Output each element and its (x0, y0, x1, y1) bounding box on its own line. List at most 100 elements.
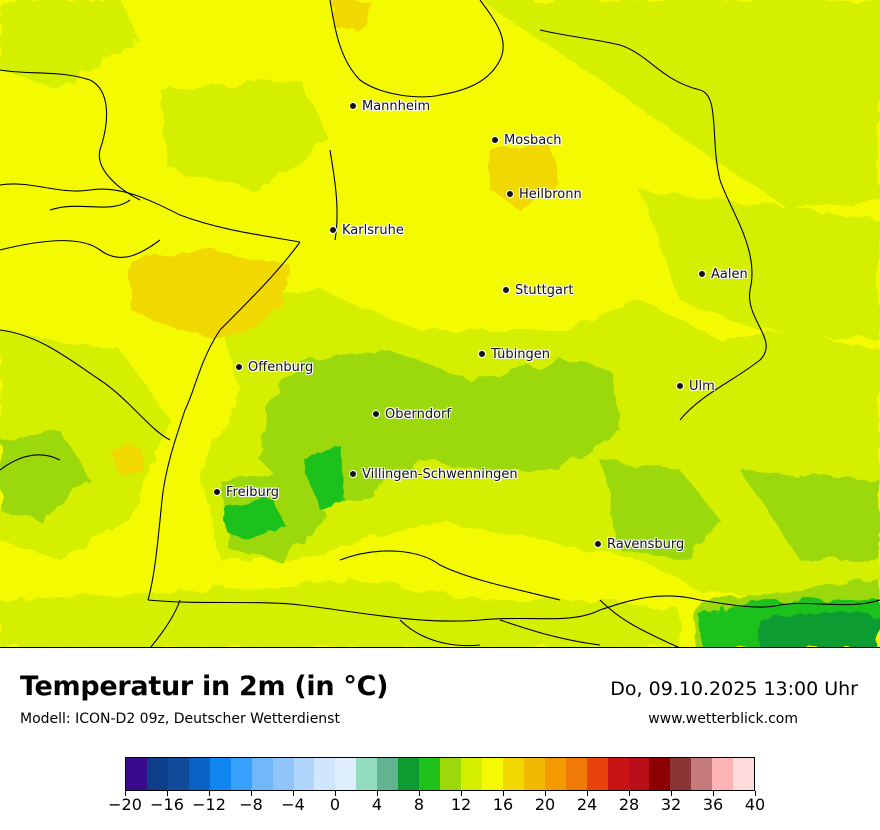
legend-swatch (293, 758, 315, 790)
city-label: Mannheim (362, 98, 431, 114)
legend-tick (754, 791, 756, 796)
legend-swatch (167, 758, 189, 790)
city-marker-icon (478, 350, 486, 358)
city-mosbach: Mosbach (491, 132, 562, 148)
city-marker-icon (594, 540, 602, 548)
legend-tick-label: 36 (702, 795, 724, 814)
legend-tick (544, 791, 546, 796)
legend-tick (334, 791, 336, 796)
legend-tick-label: 16 (492, 795, 514, 814)
city-ravensburg: Ravensburg (594, 536, 684, 552)
legend-tick-label: 12 (450, 795, 472, 814)
legend-swatch (440, 758, 461, 790)
legend-tick-label: 24 (576, 795, 598, 814)
city-label: Aalen (711, 266, 748, 282)
legend-swatch (712, 758, 734, 790)
city-marker-icon (676, 382, 684, 390)
legend-swatch (335, 758, 357, 790)
legend-swatch (649, 758, 671, 790)
legend-tick (124, 791, 126, 796)
forecast-datetime: Do, 09.10.2025 13:00 Uhr (610, 678, 858, 700)
city-marker-icon (491, 136, 499, 144)
city-label: Freiburg (226, 484, 280, 500)
city-stuttgart: Stuttgart (502, 282, 573, 298)
city-marker-icon (506, 190, 514, 198)
city-label: Ulm (689, 378, 715, 394)
legend-swatch (733, 758, 755, 790)
legend-swatch (146, 758, 168, 790)
legend-swatch (126, 758, 147, 790)
legend-swatch (586, 758, 608, 790)
legend-tick-label: −4 (281, 795, 305, 814)
legend-swatch (251, 758, 273, 790)
legend-swatch (544, 758, 566, 790)
legend-tick (166, 791, 168, 796)
city-marker-icon (698, 270, 706, 278)
temperature-map: Mannheim Mosbach Heilbronn Karlsruhe Aal… (0, 0, 880, 648)
legend-tick (292, 791, 294, 796)
legend-swatch (398, 758, 420, 790)
legend-swatch (314, 758, 336, 790)
legend-tick-label: 4 (371, 795, 383, 814)
map-title: Temperatur in 2m (in °C) (20, 671, 389, 702)
legend-swatch (691, 758, 713, 790)
legend-swatch (188, 758, 210, 790)
legend-tick-label: −8 (239, 795, 263, 814)
legend-swatch (377, 758, 399, 790)
city-ulm: Ulm (676, 378, 715, 394)
city-mannheim: Mannheim (349, 98, 430, 114)
city-label: Karlsruhe (342, 222, 404, 238)
city-label: Ravensburg (607, 536, 685, 552)
legend-tick-label: 28 (618, 795, 640, 814)
legend-tick (208, 791, 210, 796)
legend-tick-label: 0 (329, 795, 341, 814)
city-label: Heilbronn (519, 186, 582, 202)
legend-swatch (628, 758, 650, 790)
legend-tick-label: 20 (534, 795, 556, 814)
city-freiburg: Freiburg (213, 484, 279, 500)
legend-tick (418, 791, 420, 796)
city-label: Tübingen (491, 346, 550, 362)
legend-swatch (565, 758, 587, 790)
legend-swatch (356, 758, 378, 790)
legend-tick-label: 32 (660, 795, 682, 814)
city-marker-icon (372, 410, 380, 418)
legend-tick (586, 791, 588, 796)
legend-tick (628, 791, 630, 796)
legend-swatch (272, 758, 294, 790)
legend-tick (712, 791, 714, 796)
city-karlsruhe: Karlsruhe (329, 222, 404, 238)
legend-swatch (607, 758, 629, 790)
legend-tick-label: 8 (413, 795, 425, 814)
color-legend (125, 757, 755, 791)
legend-tick (502, 791, 504, 796)
legend-swatch (209, 758, 231, 790)
legend-tick (670, 791, 672, 796)
city-marker-icon (502, 286, 510, 294)
legend-swatch (670, 758, 692, 790)
legend-tick-label: −20 (108, 795, 142, 814)
city-label: Offenburg (248, 359, 314, 375)
city-offenburg: Offenburg (235, 359, 313, 375)
city-tuebingen: Tübingen (478, 346, 550, 362)
legend-tick (460, 791, 462, 796)
legend-tick-label: −16 (150, 795, 184, 814)
legend-swatch (419, 758, 441, 790)
legend-swatch (523, 758, 545, 790)
city-aalen: Aalen (698, 266, 748, 282)
legend-swatch (230, 758, 252, 790)
city-marker-icon (235, 363, 243, 371)
city-villingen-schwenningen: Villingen-Schwenningen (349, 466, 518, 482)
legend-tick-label: −12 (192, 795, 226, 814)
temperature-field (0, 0, 880, 647)
city-marker-icon (213, 488, 221, 496)
city-label: Villingen-Schwenningen (362, 466, 518, 482)
legend-swatch (461, 758, 482, 790)
city-oberndorf: Oberndorf (372, 406, 451, 422)
city-marker-icon (349, 102, 357, 110)
legend-tick (376, 791, 378, 796)
city-marker-icon (349, 470, 357, 478)
color-legend-ticks: −20 −16 −12 −8 −4 0 4 8 12 16 20 24 28 32 36 40 (108, 791, 765, 821)
city-heilbronn: Heilbronn (506, 186, 582, 202)
website-link[interactable]: www.wetterblick.com (648, 711, 798, 727)
